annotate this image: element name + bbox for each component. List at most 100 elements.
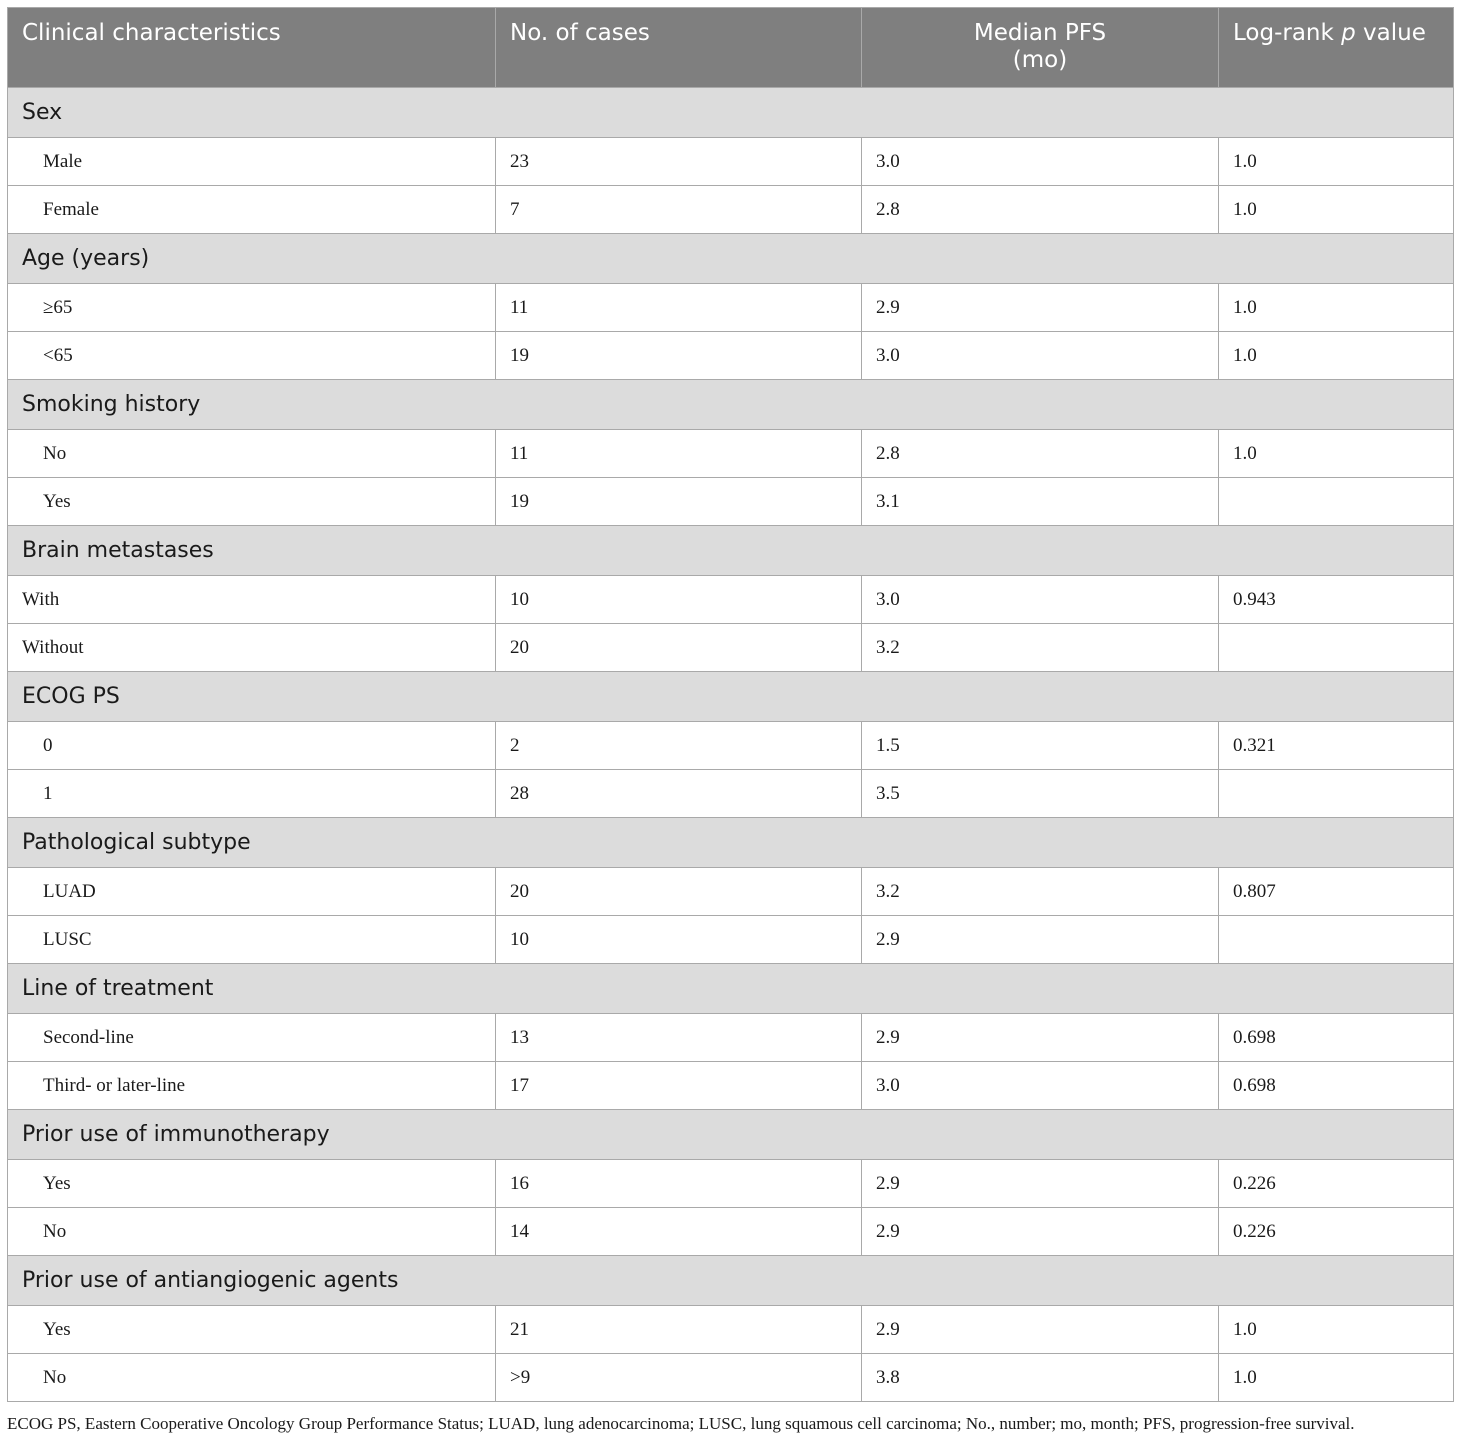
group-label: ECOG PS bbox=[7, 671, 1454, 722]
cell-cases: 14 bbox=[495, 1207, 862, 1256]
group-row: Prior use of antiangiogenic agents bbox=[7, 1255, 1454, 1306]
cell-median-pfs: 3.2 bbox=[861, 867, 1219, 916]
cell-characteristic: 0 bbox=[7, 721, 496, 770]
cell-cases: 19 bbox=[495, 331, 862, 380]
cell-median-pfs: 2.9 bbox=[861, 283, 1219, 332]
cell-median-pfs: 2.8 bbox=[861, 429, 1219, 478]
cell-median-pfs: 2.9 bbox=[861, 915, 1219, 964]
cell-pvalue: 1.0 bbox=[1218, 137, 1454, 186]
cell-characteristic: Yes bbox=[7, 1305, 496, 1354]
table-row: Yes 21 2.9 1.0 bbox=[7, 1305, 1454, 1354]
cell-cases: 17 bbox=[495, 1061, 862, 1110]
table-row: LUSC 10 2.9 bbox=[7, 915, 1454, 964]
group-label: Age (years) bbox=[7, 233, 1454, 284]
cell-cases: 19 bbox=[495, 477, 862, 526]
cell-median-pfs: 3.0 bbox=[861, 331, 1219, 380]
cell-pvalue: 1.0 bbox=[1218, 1305, 1454, 1354]
table-row: <65 19 3.0 1.0 bbox=[7, 331, 1454, 380]
cell-pvalue: 1.0 bbox=[1218, 185, 1454, 234]
cell-pvalue: 0.698 bbox=[1218, 1061, 1454, 1110]
cell-cases: 11 bbox=[495, 283, 862, 332]
table-row: No >9 3.8 1.0 bbox=[7, 1353, 1454, 1402]
cell-characteristic: LUAD bbox=[7, 867, 496, 916]
table-row: Female 7 2.8 1.0 bbox=[7, 185, 1454, 234]
cell-pvalue: 0.226 bbox=[1218, 1159, 1454, 1208]
cell-median-pfs: 3.0 bbox=[861, 1061, 1219, 1110]
cell-cases: 2 bbox=[495, 721, 862, 770]
group-label: Sex bbox=[7, 87, 1454, 138]
header-characteristics: Clinical characteristics bbox=[7, 7, 496, 88]
cell-pvalue: 1.0 bbox=[1218, 331, 1454, 380]
table-row: Yes 19 3.1 bbox=[7, 477, 1454, 526]
cell-cases: 7 bbox=[495, 185, 862, 234]
table-footnote: ECOG PS, Eastern Cooperative Oncology Gr… bbox=[7, 1414, 1355, 1433]
group-row: Smoking history bbox=[7, 379, 1454, 430]
cell-cases: 21 bbox=[495, 1305, 862, 1354]
table-row: 1 28 3.5 bbox=[7, 769, 1454, 818]
group-label: Prior use of antiangiogenic agents bbox=[7, 1255, 1454, 1306]
cell-characteristic: Male bbox=[7, 137, 496, 186]
cell-pvalue: 0.943 bbox=[1218, 575, 1454, 624]
table-row: 0 2 1.5 0.321 bbox=[7, 721, 1454, 770]
table-header: Clinical characteristics No. of cases Me… bbox=[7, 7, 1454, 88]
header-median-pfs-line2: (mo) bbox=[1012, 47, 1068, 73]
cell-cases: >9 bbox=[495, 1353, 862, 1402]
cell-characteristic: Second-line bbox=[7, 1013, 496, 1062]
cell-characteristic: ≥65 bbox=[7, 283, 496, 332]
table-row: LUAD 20 3.2 0.807 bbox=[7, 867, 1454, 916]
cell-characteristic: Female bbox=[7, 185, 496, 234]
group-label: Prior use of immunotherapy bbox=[7, 1109, 1454, 1160]
cell-median-pfs: 2.9 bbox=[861, 1159, 1219, 1208]
cell-cases: 11 bbox=[495, 429, 862, 478]
header-median-pfs: Median PFS (mo) bbox=[861, 7, 1219, 88]
table-row: No 11 2.8 1.0 bbox=[7, 429, 1454, 478]
cell-cases: 23 bbox=[495, 137, 862, 186]
cell-pvalue bbox=[1218, 769, 1454, 818]
cell-cases: 10 bbox=[495, 575, 862, 624]
cell-characteristic: 1 bbox=[7, 769, 496, 818]
table-row: Second-line 13 2.9 0.698 bbox=[7, 1013, 1454, 1062]
cell-median-pfs: 2.9 bbox=[861, 1305, 1219, 1354]
cell-characteristic: Yes bbox=[7, 477, 496, 526]
cell-pvalue: 1.0 bbox=[1218, 283, 1454, 332]
group-label: Brain metastases bbox=[7, 525, 1454, 576]
cell-median-pfs: 3.8 bbox=[861, 1353, 1219, 1402]
group-row: Sex bbox=[7, 87, 1454, 138]
cell-characteristic: Third- or later-line bbox=[7, 1061, 496, 1110]
cell-cases: 16 bbox=[495, 1159, 862, 1208]
cell-cases: 28 bbox=[495, 769, 862, 818]
table-body: Sex Male 23 3.0 1.0 Female 7 2.8 1.0 Age (years) ≥… bbox=[7, 87, 1454, 1402]
header-cases: No. of cases bbox=[495, 7, 862, 88]
group-row: Age (years) bbox=[7, 233, 1454, 284]
cell-characteristic: No bbox=[7, 1207, 496, 1256]
cell-characteristic: With bbox=[7, 575, 496, 624]
cell-pvalue: 1.0 bbox=[1218, 1353, 1454, 1402]
table-row: Without 20 3.2 bbox=[7, 623, 1454, 672]
cell-pvalue bbox=[1218, 623, 1454, 672]
cell-cases: 13 bbox=[495, 1013, 862, 1062]
cell-characteristic: Yes bbox=[7, 1159, 496, 1208]
cell-pvalue: 0.321 bbox=[1218, 721, 1454, 770]
cell-median-pfs: 3.0 bbox=[861, 575, 1219, 624]
cell-median-pfs: 3.1 bbox=[861, 477, 1219, 526]
cell-median-pfs: 2.9 bbox=[861, 1207, 1219, 1256]
cell-pvalue bbox=[1218, 477, 1454, 526]
cell-characteristic: No bbox=[7, 429, 496, 478]
cell-cases: 20 bbox=[495, 623, 862, 672]
cell-median-pfs: 1.5 bbox=[861, 721, 1219, 770]
header-median-pfs-line1: Median PFS bbox=[973, 20, 1107, 46]
cell-pvalue: 0.698 bbox=[1218, 1013, 1454, 1062]
cell-cases: 20 bbox=[495, 867, 862, 916]
pfs-table-container: Clinical characteristics No. of cases Me… bbox=[7, 7, 1454, 1402]
table-row: Male 23 3.0 1.0 bbox=[7, 137, 1454, 186]
group-row: Brain metastases bbox=[7, 525, 1454, 576]
group-label: Pathological subtype bbox=[7, 817, 1454, 868]
cell-characteristic: LUSC bbox=[7, 915, 496, 964]
table-row: ≥65 11 2.9 1.0 bbox=[7, 283, 1454, 332]
group-row: Prior use of immunotherapy bbox=[7, 1109, 1454, 1160]
cell-median-pfs: 2.9 bbox=[861, 1013, 1219, 1062]
cell-median-pfs: 3.0 bbox=[861, 137, 1219, 186]
header-pvalue: Log-rank p value bbox=[1218, 7, 1454, 88]
header-pvalue-prefix: Log-rank bbox=[1233, 20, 1342, 46]
cell-characteristic: <65 bbox=[7, 331, 496, 380]
